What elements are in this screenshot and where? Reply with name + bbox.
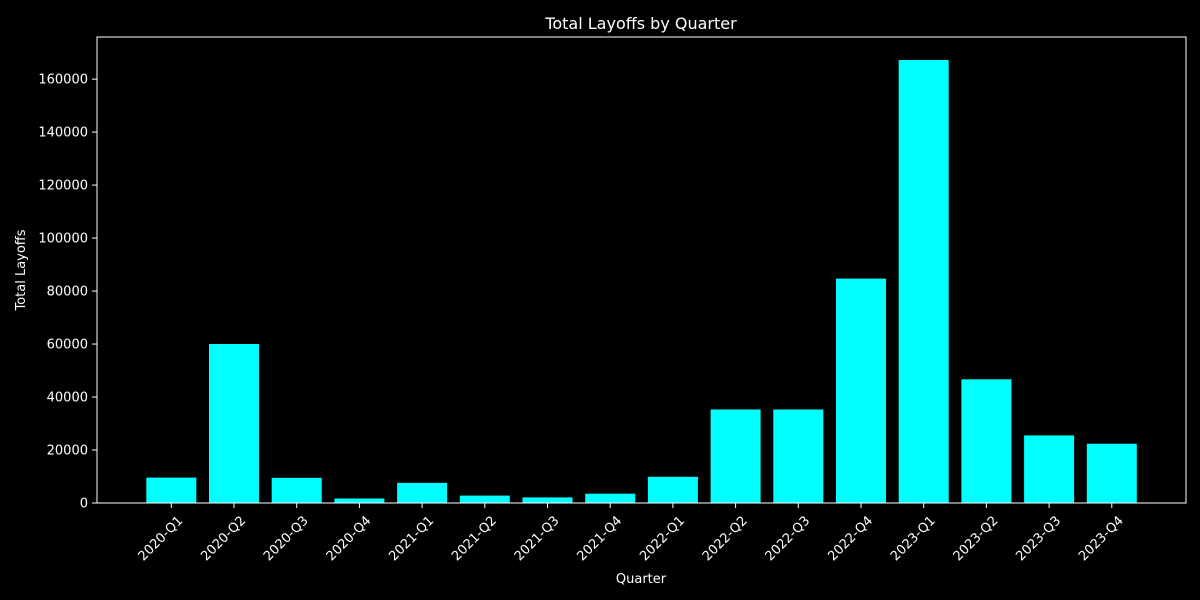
x-tick-label: 2023-Q1 <box>888 513 939 564</box>
bar-2021-Q3 <box>522 497 573 503</box>
y-tick-label: 140000 <box>38 126 88 141</box>
bar-2022-Q4 <box>836 278 886 503</box>
x-tick-label: 2020-Q4 <box>324 513 375 564</box>
y-axis-label: Total Layoffs <box>14 229 29 311</box>
bar-2021-Q2 <box>459 495 510 503</box>
bar-2022-Q1 <box>647 476 698 503</box>
y-axis-ticks: 0 20000 40000 60000 80000 100000 120000 140000 1… <box>38 73 97 512</box>
chart-title: Total Layoffs by Quarter <box>544 14 737 33</box>
y-tick-label: 120000 <box>38 179 88 194</box>
x-axis-ticks: 2020-Q1 2020-Q2 2020-Q3 2020-Q4 2021-Q1 2021-… <box>136 503 1127 564</box>
y-tick-label: 40000 <box>47 391 88 406</box>
y-tick-label: 80000 <box>47 285 88 300</box>
y-tick-label: 100000 <box>38 232 88 247</box>
y-tick-label: 20000 <box>47 444 88 459</box>
bars-group <box>146 60 1137 503</box>
bar-2020-Q3 <box>271 477 322 503</box>
x-tick-label: 2020-Q1 <box>136 513 187 564</box>
bar-2020-Q4 <box>334 498 385 503</box>
x-tick-label: 2020-Q2 <box>198 513 249 564</box>
x-tick-label: 2021-Q2 <box>449 513 500 564</box>
x-tick-label: 2021-Q1 <box>386 513 437 564</box>
bar-2023-Q4 <box>1086 443 1137 503</box>
x-tick-label: 2022-Q3 <box>763 513 814 564</box>
x-tick-label: 2022-Q1 <box>637 513 688 564</box>
bar-2022-Q3 <box>773 409 824 503</box>
bar-2023-Q3 <box>1024 435 1075 503</box>
x-tick-label: 2023-Q3 <box>1013 513 1064 564</box>
y-tick-label: 60000 <box>47 338 88 353</box>
x-tick-label: 2021-Q3 <box>512 513 563 564</box>
bar-2020-Q2 <box>209 344 259 503</box>
x-tick-label: 2021-Q4 <box>575 513 626 564</box>
x-axis-label: Quarter <box>616 572 667 587</box>
x-tick-label: 2020-Q3 <box>261 513 312 564</box>
bar-2021-Q1 <box>397 482 448 503</box>
bar-2021-Q4 <box>585 493 636 503</box>
x-tick-label: 2022-Q2 <box>700 513 751 564</box>
bar-2020-Q1 <box>146 477 197 503</box>
plot-frame <box>96 36 1187 504</box>
bar-2023-Q2 <box>961 379 1012 503</box>
x-tick-label: 2023-Q2 <box>951 513 1002 564</box>
y-tick-label: 0 <box>80 497 88 512</box>
bar-2023-Q1 <box>898 60 949 503</box>
x-tick-label: 2023-Q4 <box>1076 513 1127 564</box>
bar-2022-Q2 <box>710 409 761 503</box>
y-tick-label: 160000 <box>38 73 88 88</box>
x-tick-label: 2022-Q4 <box>825 513 876 564</box>
